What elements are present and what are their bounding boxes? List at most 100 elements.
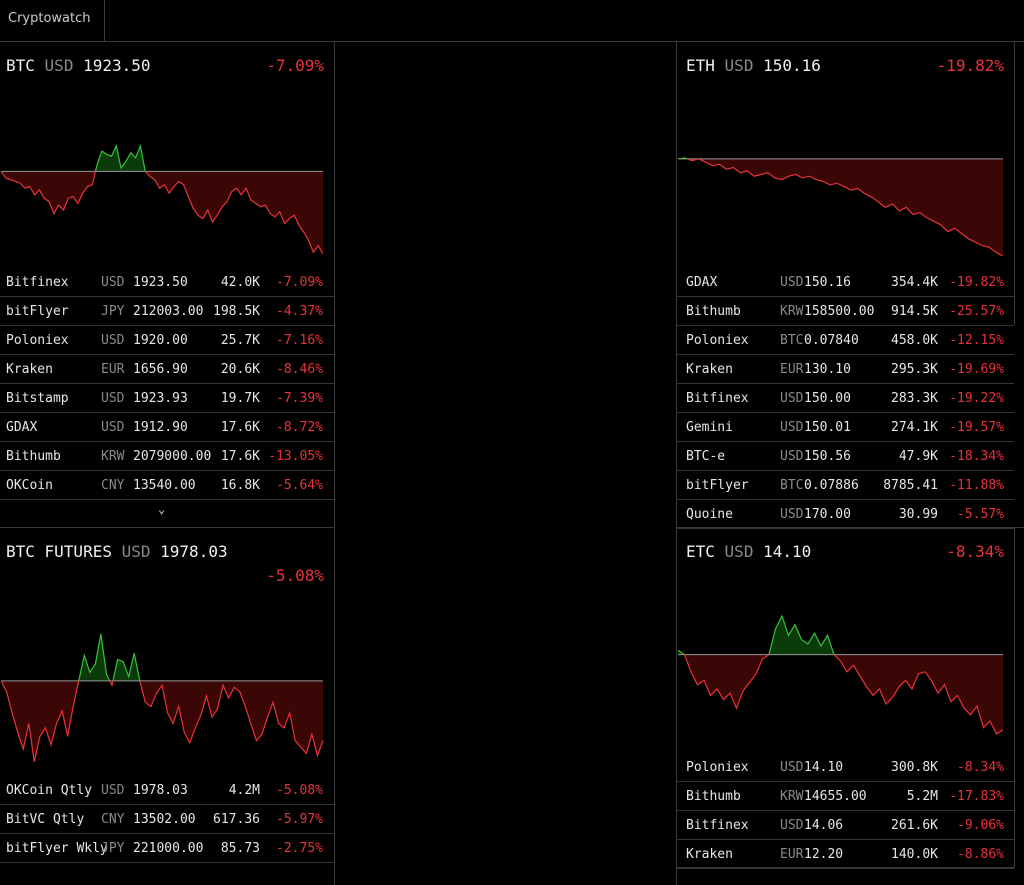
exchange-row[interactable]: Kraken EUR 130.10 295.3K -19.69% [677,355,1014,384]
exchange-row[interactable]: GDAX USD 1912.90 17.6K -8.72% [0,413,334,442]
exchange-change: -12.15% [949,333,1004,348]
sparkline-chart [0,633,324,763]
exchange-price: 150.16 [804,275,851,290]
row-divider [0,441,334,442]
divider [0,527,335,528]
sparkline-chart [677,157,1004,257]
exchange-row[interactable]: GDAX USD 150.16 354.4K -19.82% [677,268,1014,297]
divider [334,42,335,885]
exchange-row[interactable]: Kraken EUR 12.20 140.0K -8.86% [677,840,1014,869]
exchange-currency: USD [780,760,804,775]
exchange-row[interactable]: Kraken EUR 1656.90 20.6K -8.46% [0,355,334,384]
exchange-row[interactable]: Poloniex USD 14.10 300.8K -8.34% [677,753,1014,782]
exchange-row[interactable]: Bitfinex USD 1923.50 42.0K -7.09% [0,268,334,297]
exchange-price: 12.20 [804,847,844,862]
divider [1014,42,1015,325]
row-divider [0,804,334,805]
exchange-volume: 8785.41 [883,478,938,493]
exchange-volume: 85.73 [220,841,260,856]
exchange-change: -8.34% [957,760,1004,775]
market-panel-btc[interactable]: BTC USD 1923.50 -7.09% Bitfinex USD 1923.5… [0,42,334,527]
exchange-currency: CNY [101,478,125,493]
exchange-row[interactable]: Bithumb KRW 158500.00 914.5K -25.57% [677,297,1014,326]
currency: USD [44,56,74,75]
exchange-row[interactable]: BitVC Qtly CNY 13502.00 617.36 -5.97% [0,805,334,834]
exchange-row[interactable]: Bitfinex USD 150.00 283.3K -19.22% [677,384,1014,413]
exchange-currency: EUR [101,362,125,377]
sparkline-line-dn [677,158,1004,257]
exchange-volume: 25.7K [220,333,260,348]
exchange-currency: BTC [780,478,804,493]
exchange-volume: 283.3K [891,391,938,406]
exchange-row[interactable]: Bithumb KRW 2079000.00 17.6K -13.05% [0,442,334,471]
currency: USD [724,56,754,75]
row-divider [677,528,1014,529]
market-panel-eth[interactable]: ETH USD 150.16 -19.82% GDAX USD 150.16 354.… [677,42,1014,529]
exchange-row[interactable]: Poloniex USD 1920.00 25.7K -7.16% [0,326,334,355]
price: 150.16 [763,56,821,75]
exchange-row[interactable]: Bitstamp USD 1923.93 19.7K -7.39% [0,384,334,413]
exchange-currency: USD [101,275,125,290]
exchange-price: 1923.93 [133,391,188,406]
exchange-name: OKCoin Qtly [6,783,93,798]
exchange-change: -19.82% [949,275,1004,290]
exchange-currency: USD [780,420,804,435]
market-panel-btc-futures[interactable]: BTC FUTURES USD 1978.03 -5.08% OKCoin Qt… [0,528,334,885]
exchange-row[interactable]: OKCoin CNY 13540.00 16.8K -5.64% [0,471,334,500]
exchange-volume: 5.2M [906,789,938,804]
panel-header: BTC FUTURES USD 1978.03 -5.08% [0,528,334,585]
row-divider [677,412,1014,413]
chevron-down-icon[interactable]: ⌄ [158,502,166,516]
exchange-volume: 354.4K [891,275,938,290]
exchange-currency: USD [780,275,804,290]
exchange-name: Bitfinex [6,275,69,290]
exchange-price: 13540.00 [133,478,196,493]
exchange-price: 1978.03 [133,783,188,798]
exchange-currency: USD [101,333,125,348]
exchange-price: 14655.00 [804,789,867,804]
row-divider [0,296,334,297]
exchange-row[interactable]: Poloniex BTC 0.07840 458.0K -12.15% [677,326,1014,355]
change: -7.09% [266,56,324,75]
exchange-change: -8.86% [957,847,1004,862]
exchange-currency: USD [780,818,804,833]
exchange-currency: JPY [101,841,125,856]
row-divider [677,781,1014,782]
symbol: ETH [686,56,715,75]
tab-cryptowatch[interactable]: Cryptowatch [0,0,105,42]
market-panel-etc[interactable]: ETC USD 14.10 -8.34% Poloniex USD 14.10 300… [677,528,1014,869]
exchange-currency: KRW [780,304,804,319]
exchange-name: Kraken [6,362,53,377]
exchange-volume: 617.36 [213,812,260,827]
exchange-currency: USD [101,420,125,435]
exchange-row[interactable]: bitFlyer BTC 0.07886 8785.41 -11.88% [677,471,1014,500]
divider [1014,528,1015,868]
exchange-price: 150.00 [804,391,851,406]
divider [676,42,677,885]
exchange-name: Bitfinex [686,391,749,406]
sparkline-line-dn [683,654,1004,735]
exchange-change: -4.37% [276,304,323,319]
exchange-name: Kraken [686,362,733,377]
exchange-row[interactable]: Gemini USD 150.01 274.1K -19.57% [677,413,1014,442]
exchange-name: Quoine [686,507,733,522]
exchange-row[interactable]: OKCoin Qtly USD 1978.03 4.2M -5.08% [0,776,334,805]
exchange-name: Poloniex [686,760,749,775]
exchange-price: 1923.50 [133,275,188,290]
exchange-volume: 16.8K [220,478,260,493]
divider [676,527,1024,528]
row-divider [677,296,1014,297]
exchange-name: Bitfinex [686,818,749,833]
exchange-name: BitVC Qtly [6,812,85,827]
exchange-row[interactable]: bitFlyer Wkly JPY 221000.00 85.73 -2.75% [0,834,334,863]
sparkline-area-dn [684,654,1003,734]
exchange-row[interactable]: Bitfinex USD 14.06 261.6K -9.06% [677,811,1014,840]
exchange-change: -11.88% [949,478,1004,493]
exchange-row[interactable]: bitFlyer JPY 212003.00 198.5K -4.37% [0,297,334,326]
sparkline-chart [0,143,324,255]
exchange-change: -9.06% [957,818,1004,833]
exchange-row[interactable]: Quoine USD 170.00 30.99 -5.57% [677,500,1014,529]
exchange-row[interactable]: BTC-e USD 150.56 47.9K -18.34% [677,442,1014,471]
exchange-row[interactable]: Bithumb KRW 14655.00 5.2M -17.83% [677,782,1014,811]
exchange-name: GDAX [686,275,718,290]
